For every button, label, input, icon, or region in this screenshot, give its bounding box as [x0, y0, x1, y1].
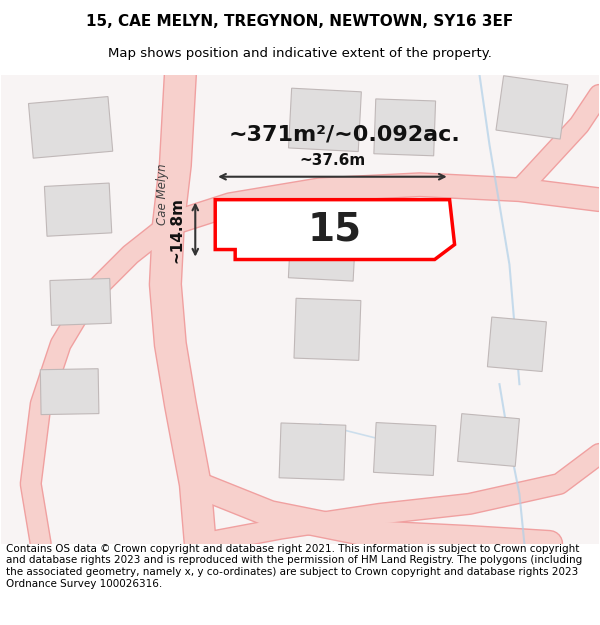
Polygon shape	[215, 199, 455, 259]
FancyBboxPatch shape	[289, 213, 356, 281]
FancyBboxPatch shape	[50, 278, 111, 326]
Text: ~14.8m: ~14.8m	[170, 197, 185, 262]
FancyBboxPatch shape	[44, 183, 112, 236]
Text: Contains OS data © Crown copyright and database right 2021. This information is : Contains OS data © Crown copyright and d…	[6, 544, 582, 589]
Text: 15, CAE MELYN, TREGYNON, NEWTOWN, SY16 3EF: 15, CAE MELYN, TREGYNON, NEWTOWN, SY16 3…	[86, 14, 514, 29]
FancyBboxPatch shape	[487, 317, 547, 371]
FancyBboxPatch shape	[496, 76, 568, 139]
FancyBboxPatch shape	[289, 88, 361, 152]
Text: Cae Melyn: Cae Melyn	[156, 164, 169, 226]
Text: Map shows position and indicative extent of the property.: Map shows position and indicative extent…	[108, 48, 492, 61]
Text: ~37.6m: ~37.6m	[299, 153, 365, 168]
FancyBboxPatch shape	[28, 96, 113, 158]
Text: 15: 15	[308, 211, 362, 249]
FancyBboxPatch shape	[294, 298, 361, 361]
FancyBboxPatch shape	[374, 422, 436, 476]
FancyBboxPatch shape	[40, 369, 99, 414]
FancyBboxPatch shape	[374, 99, 436, 156]
FancyBboxPatch shape	[279, 423, 346, 480]
FancyBboxPatch shape	[458, 414, 520, 466]
Text: ~371m²/~0.092ac.: ~371m²/~0.092ac.	[229, 125, 461, 145]
